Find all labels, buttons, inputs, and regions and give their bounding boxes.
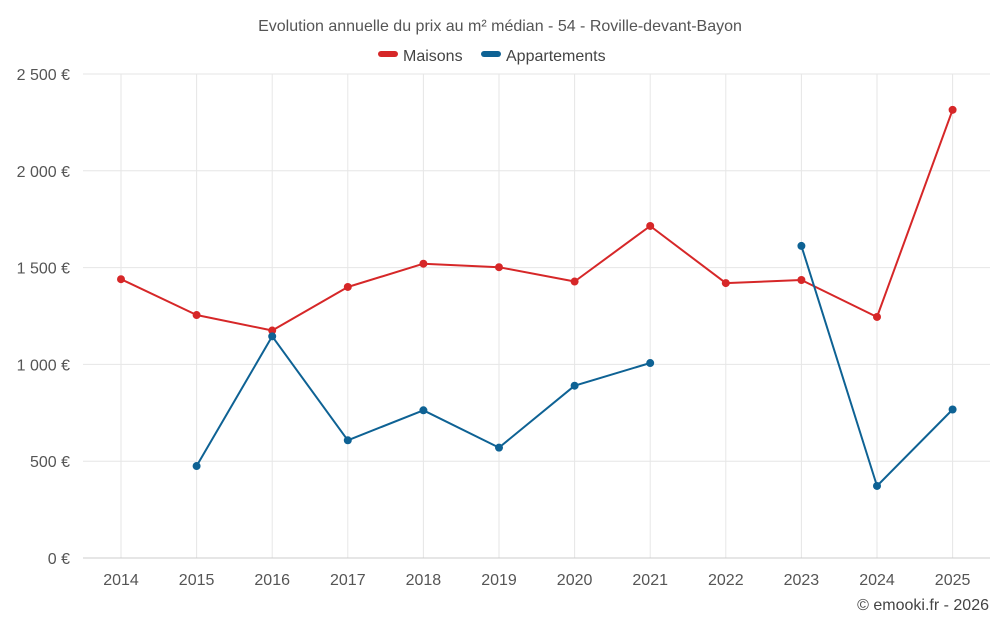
y-axis: 0 € 500 € 1 000 € 1 500 € 2 000 € 2 500 €	[17, 67, 70, 568]
data-point-appartements[interactable]	[192, 462, 201, 471]
data-point-maisons[interactable]	[873, 312, 881, 321]
data-point-maisons[interactable]	[721, 279, 730, 288]
data-point-maisons[interactable]	[570, 277, 579, 286]
data-point-maisons[interactable]	[268, 326, 277, 335]
legend-item-maisons[interactable]: Maisons	[378, 48, 463, 65]
y-tick-label: 1 500 €	[17, 261, 70, 278]
x-tick-label: 2016	[254, 572, 290, 589]
y-tick-label: 0 €	[48, 551, 70, 568]
x-tick-label: 2020	[557, 572, 593, 589]
data-point-appartements[interactable]	[570, 381, 579, 390]
grid	[83, 73, 990, 559]
data-point-maisons[interactable]	[419, 259, 428, 268]
legend: Maisons Appartements	[378, 48, 606, 65]
x-tick-label: 2023	[784, 572, 820, 589]
data-point-maisons[interactable]	[343, 282, 352, 291]
data-point-maisons[interactable]	[192, 311, 201, 320]
y-tick-label: 2 500 €	[17, 67, 70, 84]
legend-label-appartements: Appartements	[506, 48, 606, 65]
y-tick-label: 500 €	[30, 454, 70, 471]
credit: © emooki.fr - 2026	[857, 597, 989, 614]
x-axis: 2014 2015 2016 2017 2018 2019 2020 2021 2022 2023…	[83, 557, 990, 589]
series	[117, 105, 957, 490]
data-point-appartements[interactable]	[873, 481, 881, 490]
legend-label-maisons: Maisons	[403, 48, 463, 65]
x-tick-label: 2018	[406, 572, 442, 589]
x-tick-label: 2017	[330, 572, 366, 589]
chart-title: Evolution annuelle du prix au m² médian …	[258, 18, 742, 35]
data-point-appartements[interactable]	[343, 436, 352, 445]
data-point-appartements[interactable]	[797, 241, 806, 250]
y-tick-label: 1 000 €	[17, 357, 70, 374]
x-tick-label: 2014	[103, 572, 139, 589]
x-tick-label: 2022	[708, 572, 744, 589]
data-point-maisons[interactable]	[495, 263, 503, 272]
x-tick-label: 2021	[632, 572, 668, 589]
series-maisons	[117, 105, 957, 335]
x-tick-label: 2024	[859, 572, 895, 589]
data-point-appartements[interactable]	[419, 406, 428, 415]
data-point-appartements[interactable]	[646, 359, 655, 368]
x-tick-label: 2019	[481, 572, 517, 589]
legend-swatch-maisons	[378, 51, 398, 57]
legend-swatch-appartements	[481, 51, 501, 57]
data-point-appartements[interactable]	[268, 332, 277, 341]
data-point-appartements[interactable]	[948, 405, 957, 414]
x-tick-label: 2015	[179, 572, 215, 589]
data-point-maisons[interactable]	[797, 275, 806, 284]
data-point-appartements[interactable]	[495, 443, 503, 452]
legend-item-appartements[interactable]: Appartements	[481, 48, 606, 65]
series-appartements	[192, 241, 957, 490]
x-tick-label: 2025	[935, 572, 971, 589]
data-point-maisons[interactable]	[646, 221, 655, 230]
series-line-maisons	[120, 109, 954, 332]
data-point-maisons[interactable]	[117, 275, 125, 284]
y-tick-label: 2 000 €	[17, 164, 70, 181]
data-point-maisons[interactable]	[948, 105, 957, 114]
